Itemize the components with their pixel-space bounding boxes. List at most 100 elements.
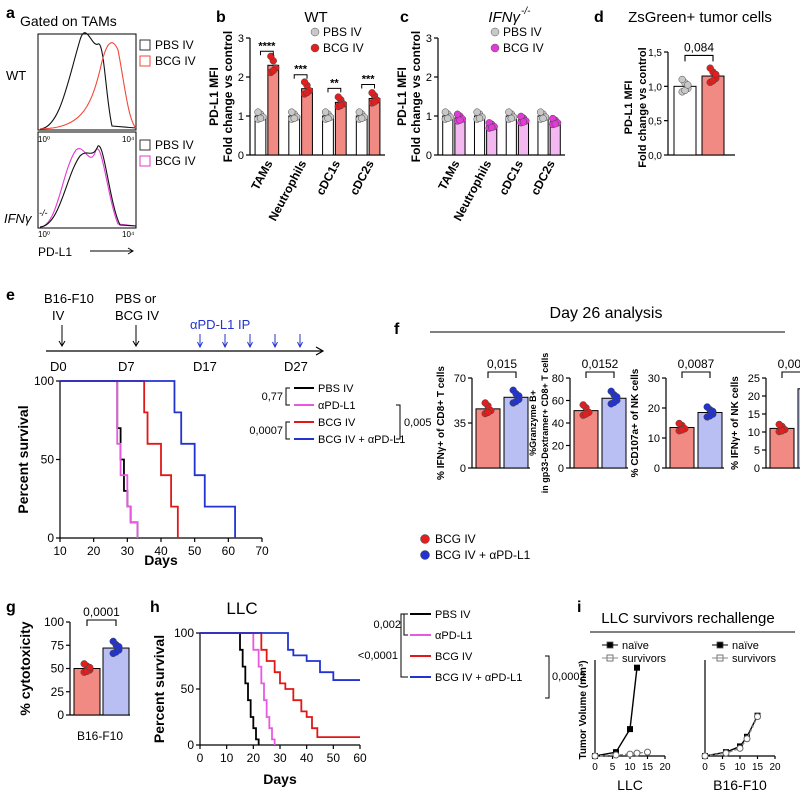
panel-i-1-legend-survivors: survivors [732,653,777,665]
panel-d-bar-bcg [701,75,725,156]
panel-a-tick-lo: 10⁰ [38,230,50,239]
panel-g-letter: g [6,599,16,616]
panel-h-x-tick-label: 20 [247,751,261,765]
panel-c-bcg-dot [519,118,528,126]
panel-f-1-pvalue: 0,0152 [582,357,619,371]
panel-c-category-label: TAMs [435,158,462,193]
panel-f-2-combo-dot [703,403,711,411]
panel-b-bcg-dot [334,93,342,101]
panel-f-1-ylabel-2: in gp33-Dextramer+ CD8+ T cells [540,353,550,494]
panel-a-legend-bcg-swatch [139,155,151,167]
panel-b-category-label: cDC2s [347,158,377,198]
panel-i-1-x-tick-label: 5 [720,762,726,773]
panel-h-survival-pbsiv [200,632,260,745]
panel-d-bar-pbs [673,85,697,156]
panel-f-letter: f [394,321,400,338]
panel-b-bar-bcg [267,64,280,156]
panel-f-3-bcg-dot [778,427,786,435]
panel-e-event-iv: IV [52,308,65,323]
panel-c-pbs-dot [444,114,452,122]
panel-g-xlabel: B16-F10 [77,729,123,743]
panel-d-bcg-dot [712,70,720,79]
panel-h-pvalue: 0,0002 [552,671,586,683]
panel-e-x-tick-label: 10 [53,544,67,558]
panel-a-wt-label: WT [6,68,26,83]
panel-i-1-x-tick-label: 0 [702,762,708,773]
panel-i-0-point-naive [634,664,640,671]
panel-b-sig-bracket [293,74,308,79]
panel-e-timeline-label: D0 [50,359,67,374]
panel-f-2-y-tick-label: 0 [654,463,660,475]
panel-i-0-x-tick-label: 0 [592,762,598,773]
panel-d-letter: d [594,9,604,26]
panel-f-0-ylabel: % IFNγ+ of CD8+ T cells [436,366,447,480]
panel-c-pbs-dot [539,114,547,122]
panel-h-x-tick-label: 50 [327,751,341,765]
panel-f-1-bcg-dot [582,410,590,418]
panel-f-0-y-tick-label: 0 [460,463,466,475]
panel-h-letter: h [150,599,160,616]
panel-c-bcg-dot [551,120,559,128]
panel-a-legend-pbs-swatch [139,139,151,151]
panel-f-2-ylabel: % CD107a+ of NK cells [630,368,641,477]
panel-f-3-bracket [781,371,800,378]
panel-b-ylabel-2: Fold change vs control [221,31,235,162]
panel-h-bracket-1 [403,613,408,636]
panel-i-0-point-survivors [633,749,641,757]
panel-b-y-tick-label: 2 [238,72,244,84]
panel-h-pvalue: 0,002 [373,619,401,631]
panel-c-y-tick-label: 2 [426,72,432,84]
panel-a-tick-lo: 10⁰ [38,135,50,144]
panel-a-legend-pbs: PBS IV [155,38,194,52]
panel-g-y-tick-label: 100 [44,615,64,629]
panel-b-ylabel-1: PD-L1 MFI [207,67,221,126]
panel-i-ylabel: Tumor Volume (mm³) [578,660,589,759]
panel-d-y-tick-label: 0,5 [648,117,662,128]
panel-g-combo-dot [109,637,117,645]
panel-i-0-point-naive [627,726,633,733]
panel-b-bcg-dot [267,52,275,60]
panel-f-2-bcg-dot [675,419,683,428]
panel-b-y-tick-label: 1 [238,111,244,123]
panel-h-x-tick-label: 30 [273,751,287,765]
panel-c-bcg-dot [488,123,496,132]
panel-e-treatment-arrowhead [247,341,253,349]
panel-g-y-tick-label: 50 [51,662,65,676]
panel-b-pbs-dot [290,114,298,122]
panel-b-legend-pbs: PBS IV [323,25,362,39]
panel-e-event-b16: B16-F10 [44,291,94,306]
panel-i-0-point-survivors [626,750,634,758]
panel-h-bracket-3 [545,655,550,699]
panel-g-bar-combo [102,647,130,716]
panel-i-0-point-survivors [612,751,620,759]
panel-f-2-combo-dot [709,407,717,416]
panel-i-1-x-tick-label: 10 [734,762,746,773]
panel-h-ylabel: Percent survival [151,635,167,743]
panel-f-3-bar-bcg [769,427,795,469]
panel-b-sig-label: *** [294,64,308,76]
panel-i-1-point-survivors [701,752,709,760]
panel-f-1-y-tick-label: 20 [552,441,564,453]
panel-f-2-y-tick-label: 10 [648,433,660,445]
panel-b-category-label: TAMs [248,158,275,193]
panel-b-bcg-dot [337,101,345,110]
panel-h-legend-label: PBS IV [435,609,471,621]
panel-b-bar-bcg [334,101,347,156]
panel-b-bcg-dot [303,89,311,97]
panel-i-0-point-survivors [591,752,599,760]
panel-e-x-tick-label: 40 [154,544,168,558]
panel-c-legend-bcg: BCG IV [503,41,544,55]
panel-b-sig-bracket [259,50,274,56]
panel-c-legend-pbs: PBS IV [503,25,542,39]
panel-i-1-x-tick-label: 15 [752,762,764,773]
panel-a-tick-hi: 10⁴ [122,230,135,239]
panel-e-treatment: αPD-L1 IP [190,317,250,332]
panel-f-legend-combo: BCG IV + αPD-L1 [435,548,531,562]
panel-g-bcg-dot [80,660,88,668]
panel-f-2-bracket [681,371,711,378]
panel-h-legend-label: BCG IV [435,651,473,663]
panel-e-ylabel: Percent survival [15,405,31,513]
panel-g-bar-bcg [73,668,101,716]
panel-b-y-tick-label: 0 [238,150,244,162]
